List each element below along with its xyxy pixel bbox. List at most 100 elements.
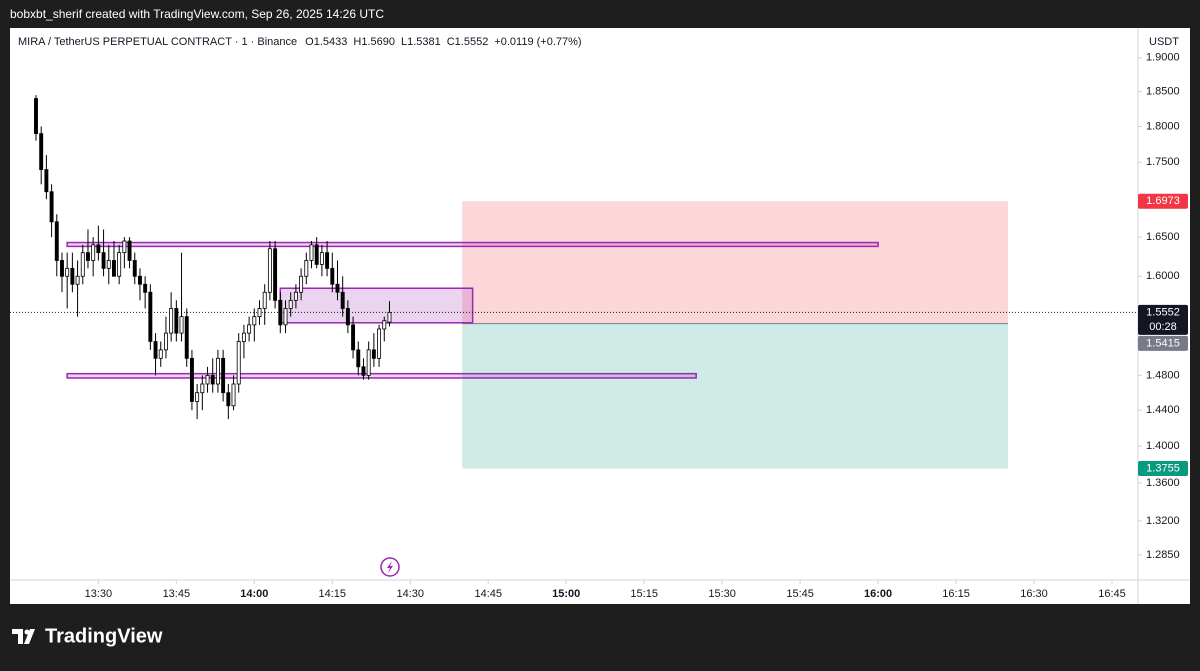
candle-body — [106, 260, 111, 269]
candle-body — [122, 240, 127, 254]
candle-body — [257, 308, 262, 318]
candle-body — [179, 316, 184, 334]
candle-body — [236, 341, 241, 385]
candle-body — [382, 320, 387, 330]
price-label: 1.5415 — [1146, 337, 1180, 349]
candle-body — [158, 349, 163, 359]
candle-body — [252, 316, 257, 326]
zone-rectangle — [66, 241, 879, 248]
ohlc-value: C1.5552 — [447, 36, 489, 48]
candle-body — [75, 275, 80, 285]
price-label-box — [1138, 193, 1188, 209]
x-tick-label: 15:15 — [630, 588, 658, 600]
candle-body — [351, 324, 356, 351]
candle-body — [49, 191, 54, 223]
chart-area — [10, 28, 1190, 604]
candle-body — [299, 275, 304, 293]
candle-body — [288, 299, 293, 309]
plot — [10, 95, 1138, 469]
candle-body — [221, 357, 226, 394]
candle-body — [226, 392, 231, 407]
created-note: bobxbt_sherif created with TradingView.c… — [10, 7, 384, 21]
ohlc-value: H1.5690 — [353, 36, 395, 48]
candle-body — [325, 252, 330, 269]
candle-body — [335, 283, 340, 293]
candle-body — [314, 244, 319, 265]
y-tick-label: 1.2850 — [1146, 549, 1180, 561]
candle-body — [366, 349, 371, 376]
candle-body — [283, 308, 288, 326]
y-tick-label: 1.8000 — [1146, 120, 1180, 132]
brand-logo-dot — [24, 629, 30, 635]
legend: MIRA / TetherUS PERPETUAL CONTRACT · 1 ·… — [18, 36, 582, 48]
currency: USDT — [1149, 36, 1179, 48]
candle-body — [231, 383, 236, 407]
symbol: MIRA / TetherUS PERPETUAL CONTRACT · 1 ·… — [18, 36, 297, 48]
x-tick-label: 13:30 — [85, 588, 113, 600]
x-tick-label: 16:45 — [1098, 588, 1126, 600]
x-tick-label: 15:00 — [552, 588, 580, 600]
x-tick-label: 14:15 — [319, 588, 347, 600]
x-tick-label: 15:45 — [786, 588, 814, 600]
price-label: 1.6973 — [1146, 195, 1180, 207]
change: +0.0119 (+0.77%) — [494, 36, 581, 48]
candle-body — [112, 260, 116, 277]
ohlc-value: O1.5433 — [305, 36, 347, 48]
candle-body — [361, 366, 366, 376]
candle-body — [304, 260, 309, 277]
candle-body — [200, 383, 205, 394]
candle-body — [86, 252, 90, 261]
candle-body — [44, 169, 49, 193]
candle-body — [132, 260, 137, 277]
price-label-box — [1138, 335, 1188, 351]
candle-body — [137, 275, 142, 285]
candle-body — [330, 267, 335, 285]
candle-body — [184, 316, 189, 359]
candle-body — [96, 244, 101, 254]
alert-icon — [380, 557, 400, 577]
candle-body — [319, 252, 324, 265]
y-tick-label: 1.6500 — [1146, 231, 1180, 243]
candle-body — [377, 328, 382, 359]
countdown: 00:28 — [1149, 321, 1177, 333]
candle-body — [309, 244, 314, 261]
candle-body — [70, 267, 75, 285]
candle-body — [163, 332, 168, 351]
candle-body — [80, 252, 85, 277]
candle-body — [262, 291, 267, 309]
candle-body — [387, 311, 392, 323]
candle-body — [169, 308, 174, 334]
candle-body — [247, 324, 252, 334]
candle-body — [65, 267, 70, 277]
candle-body — [60, 260, 64, 277]
brand-name: TradingView — [45, 625, 163, 647]
alert-bolt — [387, 561, 393, 573]
x-tick-label: 14:00 — [240, 588, 268, 600]
zone-rectangle — [279, 287, 474, 324]
y-tick-label: 1.9000 — [1146, 52, 1180, 64]
ohlc-value: L1.5381 — [401, 36, 441, 48]
x-tick-label: 13:45 — [163, 588, 191, 600]
brand: TradingView — [12, 625, 163, 647]
y-tick-label: 1.4000 — [1146, 440, 1180, 452]
candle-body — [205, 374, 210, 385]
candle-body — [241, 332, 246, 342]
candle-body — [153, 341, 158, 359]
x-tick-label: 16:15 — [942, 588, 970, 600]
candle-body — [278, 299, 283, 326]
x-tick-label: 16:30 — [1020, 588, 1048, 600]
candle-body — [39, 133, 44, 171]
candle-body — [267, 248, 272, 293]
candle-body — [210, 374, 215, 385]
candle-body — [127, 240, 132, 261]
candle-body — [345, 308, 350, 326]
x-tick-label: 16:00 — [864, 588, 892, 600]
candle-body — [189, 357, 194, 402]
price-label: 1.5552 — [1146, 306, 1180, 318]
candle-body — [54, 221, 59, 261]
candle-body — [117, 252, 122, 277]
candle-body — [356, 349, 361, 368]
candle-body — [293, 291, 298, 301]
